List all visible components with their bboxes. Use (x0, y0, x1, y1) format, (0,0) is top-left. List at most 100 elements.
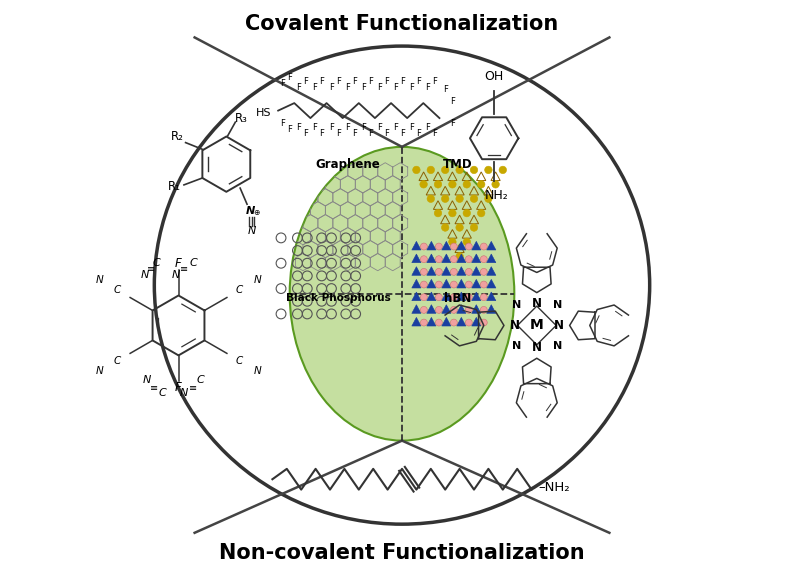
Circle shape (426, 195, 434, 203)
Text: F: F (296, 123, 301, 132)
Text: F: F (393, 83, 397, 92)
Text: C: C (189, 258, 197, 268)
Circle shape (441, 166, 448, 174)
Polygon shape (456, 279, 466, 288)
Circle shape (465, 243, 471, 250)
Ellipse shape (289, 147, 514, 441)
Text: hBN: hBN (443, 292, 471, 305)
Circle shape (450, 268, 457, 275)
Circle shape (455, 223, 463, 232)
Circle shape (465, 319, 471, 326)
Text: F: F (319, 129, 324, 138)
Circle shape (435, 256, 442, 263)
Text: ≡: ≡ (180, 264, 188, 274)
Circle shape (477, 181, 484, 188)
Polygon shape (426, 241, 435, 250)
Circle shape (448, 210, 455, 217)
Text: F: F (400, 129, 405, 138)
Text: F: F (328, 123, 333, 132)
Text: F: F (432, 77, 437, 86)
Circle shape (435, 281, 442, 288)
Text: C: C (235, 285, 243, 295)
Polygon shape (471, 254, 480, 263)
Text: F: F (416, 129, 421, 138)
Ellipse shape (154, 46, 649, 524)
Text: F: F (287, 126, 291, 134)
Circle shape (441, 223, 448, 232)
Text: N: N (512, 300, 520, 310)
Text: C: C (196, 375, 204, 385)
Polygon shape (456, 292, 466, 301)
Circle shape (434, 210, 441, 217)
Text: F: F (303, 129, 308, 138)
Circle shape (435, 319, 442, 326)
Text: F: F (175, 257, 181, 270)
Circle shape (435, 306, 442, 313)
Text: F: F (335, 129, 340, 138)
Text: ≡: ≡ (147, 264, 155, 274)
Circle shape (484, 195, 491, 203)
Circle shape (455, 253, 463, 260)
Polygon shape (426, 292, 435, 301)
Circle shape (479, 268, 487, 275)
Polygon shape (441, 292, 450, 301)
Polygon shape (486, 279, 495, 288)
Text: F: F (384, 129, 389, 138)
Text: ≡: ≡ (189, 382, 197, 393)
Text: F: F (368, 129, 373, 138)
Circle shape (420, 294, 427, 301)
Text: F: F (296, 83, 301, 92)
Text: F: F (377, 83, 381, 92)
Text: TMD: TMD (442, 158, 472, 170)
Circle shape (420, 306, 427, 313)
Circle shape (465, 256, 471, 263)
Text: ≡: ≡ (150, 382, 158, 393)
Circle shape (450, 256, 457, 263)
Polygon shape (441, 241, 450, 250)
Text: N: N (553, 319, 563, 332)
Text: F: F (442, 85, 447, 93)
Text: Covalent Functionalization: Covalent Functionalization (245, 14, 558, 34)
Text: R₁: R₁ (168, 180, 181, 193)
Text: C: C (153, 258, 161, 268)
Polygon shape (411, 241, 421, 250)
Polygon shape (426, 317, 435, 326)
Circle shape (420, 281, 427, 288)
Text: F: F (280, 79, 285, 88)
Text: F: F (312, 83, 317, 92)
Circle shape (479, 281, 487, 288)
Text: NH₂: NH₂ (484, 189, 508, 202)
Polygon shape (471, 305, 480, 313)
Circle shape (470, 223, 477, 232)
Circle shape (479, 256, 487, 263)
Circle shape (420, 268, 427, 275)
Text: Graphene: Graphene (315, 158, 379, 170)
Text: F: F (303, 77, 308, 86)
Circle shape (450, 319, 457, 326)
Text: F: F (449, 119, 454, 128)
Text: N: N (180, 388, 188, 399)
Text: N: N (531, 297, 541, 310)
Circle shape (479, 306, 487, 313)
Text: F: F (449, 97, 454, 106)
Circle shape (491, 181, 499, 188)
Polygon shape (456, 241, 466, 250)
Circle shape (435, 243, 442, 250)
Circle shape (455, 195, 463, 203)
Text: C: C (114, 355, 121, 366)
Text: M: M (529, 319, 543, 332)
Text: F: F (425, 83, 430, 92)
Circle shape (477, 210, 484, 217)
Polygon shape (441, 279, 450, 288)
Polygon shape (471, 317, 480, 326)
Polygon shape (426, 267, 435, 275)
Polygon shape (471, 279, 480, 288)
Polygon shape (441, 267, 450, 275)
Circle shape (441, 195, 448, 203)
Text: F: F (409, 123, 414, 132)
Text: N: N (254, 366, 261, 376)
Circle shape (435, 268, 442, 275)
Polygon shape (456, 254, 466, 263)
Polygon shape (456, 267, 466, 275)
Circle shape (463, 238, 470, 245)
